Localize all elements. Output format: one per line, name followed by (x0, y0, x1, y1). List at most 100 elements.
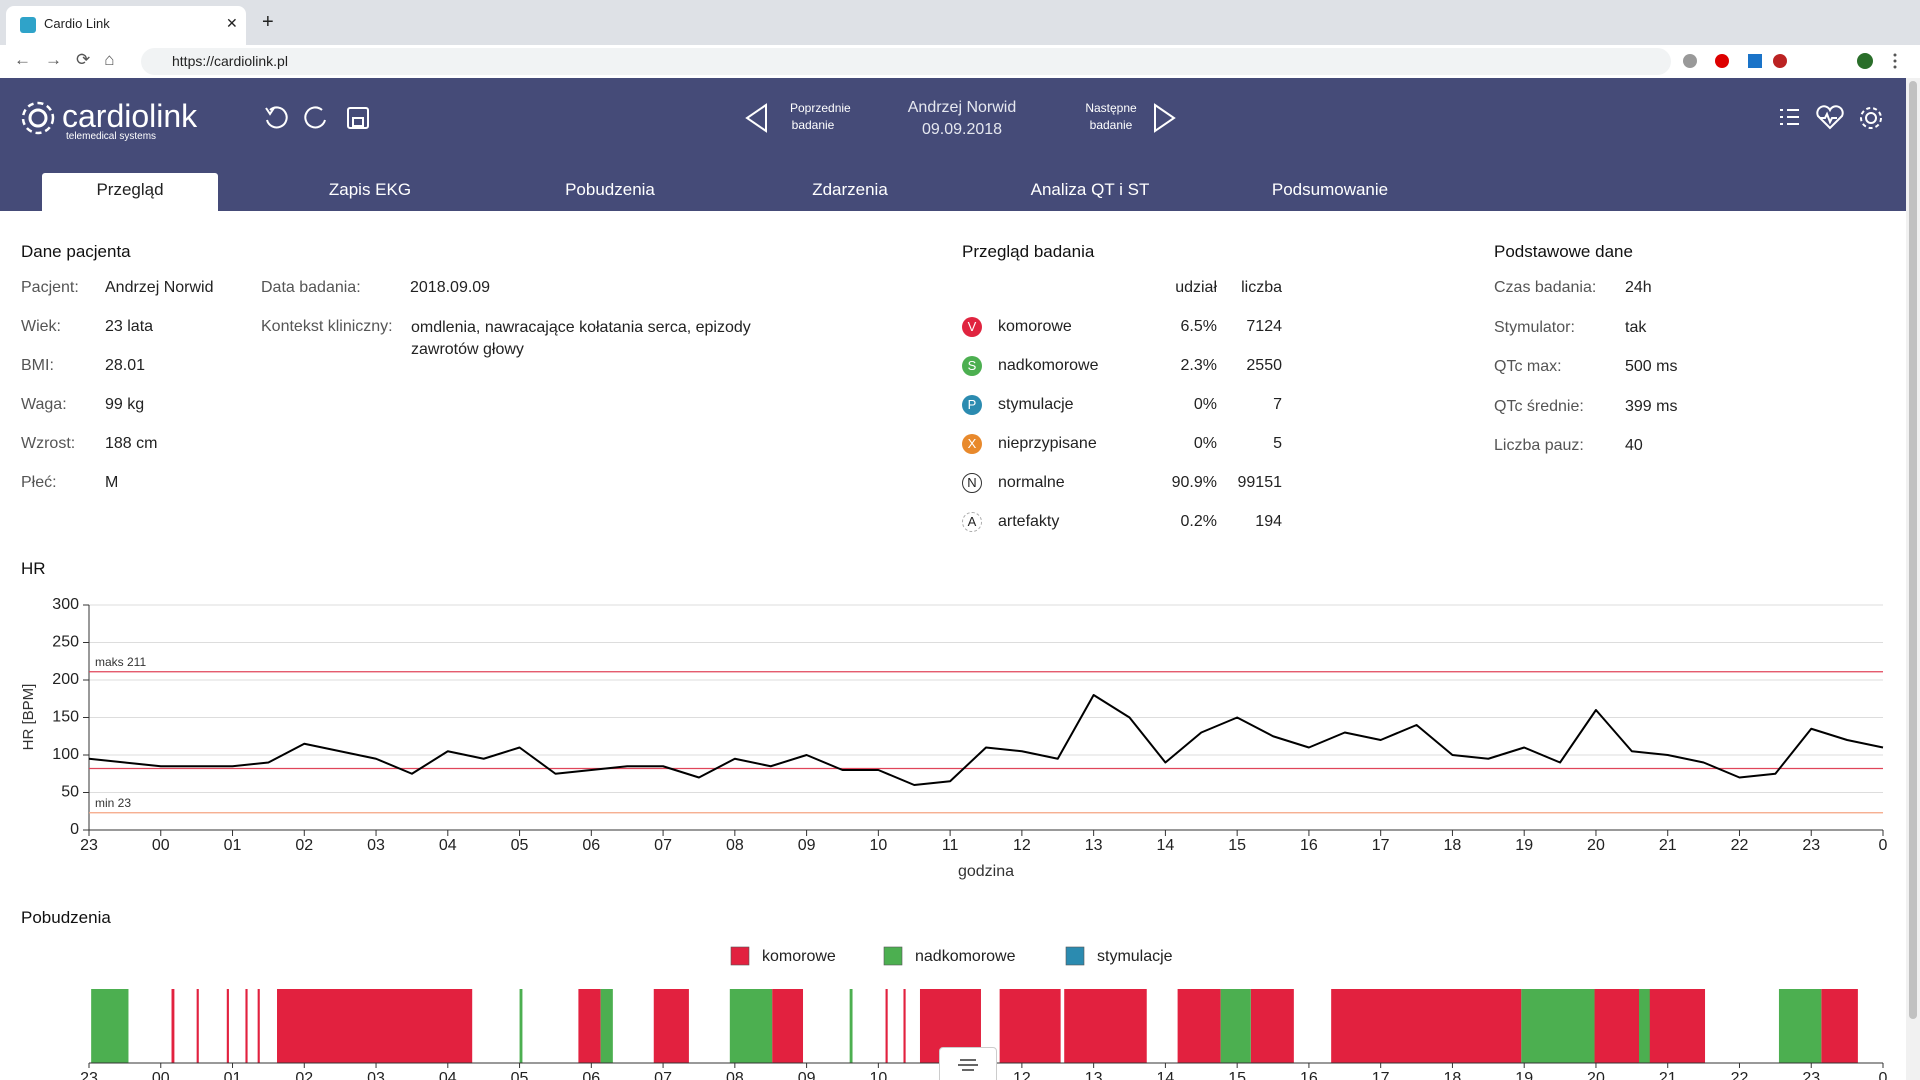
y-tick-label: 150 (52, 709, 79, 726)
event-interval (578, 989, 600, 1063)
x-tick-label: 00 (152, 1070, 170, 1080)
x-tick-label: 14 (1157, 837, 1175, 854)
x-tick-label: 00 (152, 837, 170, 854)
event-interval (227, 989, 229, 1063)
event-interval (601, 989, 613, 1063)
event-interval (172, 989, 175, 1063)
legend-label[interactable]: stymulacje (1097, 948, 1173, 965)
x-tick-label: 10 (869, 837, 887, 854)
event-interval (1521, 989, 1594, 1063)
x-tick-label: 07 (654, 1070, 672, 1080)
x-tick-label: 21 (1659, 1070, 1677, 1080)
x-tick-label: 20 (1587, 1070, 1605, 1080)
x-tick-label: 23 (80, 837, 98, 854)
x-tick-label: 23 (1802, 1070, 1820, 1080)
y-tick-label: 200 (52, 671, 79, 688)
legend-swatch[interactable] (731, 947, 749, 965)
event-interval (772, 989, 803, 1063)
y-tick-label: 100 (52, 746, 79, 763)
event-interval (886, 989, 888, 1063)
x-tick-label: 05 (511, 1070, 529, 1080)
scroll-button-icon (940, 1048, 996, 1080)
event-interval (258, 989, 260, 1063)
x-tick-label: 12 (1013, 837, 1031, 854)
x-tick-label: 04 (439, 837, 457, 854)
x-tick-label: 09 (798, 1070, 816, 1080)
x-tick-label: 02 (295, 837, 313, 854)
scrollbar-thumb[interactable] (1909, 81, 1917, 1019)
event-interval (903, 989, 905, 1063)
event-interval (1000, 989, 1061, 1063)
y-tick-label: 50 (61, 784, 79, 801)
x-tick-label: 22 (1731, 1070, 1749, 1080)
x-tick-label: 19 (1515, 1070, 1533, 1080)
x-tick-label: 06 (582, 1070, 600, 1080)
x-tick-label: 0 (1879, 1070, 1888, 1080)
reference-label: maks 211 (95, 655, 146, 669)
hr-line (89, 695, 1883, 785)
event-interval (91, 989, 128, 1063)
x-tick-label: 01 (224, 837, 242, 854)
x-tick-label: 23 (80, 1070, 98, 1080)
y-axis-label: HR [BPM] (20, 684, 37, 751)
x-tick-label: 18 (1444, 1070, 1462, 1080)
legend-swatch[interactable] (884, 947, 902, 965)
x-tick-label: 20 (1587, 837, 1605, 854)
x-tick-label: 0 (1879, 837, 1888, 854)
x-tick-label: 17 (1372, 1070, 1390, 1080)
x-tick-label: 03 (367, 837, 385, 854)
x-tick-label: 14 (1157, 1070, 1175, 1080)
legend-label[interactable]: nadkomorowe (915, 948, 1016, 965)
x-tick-label: 04 (439, 1070, 457, 1080)
x-tick-label: 11 (942, 837, 959, 854)
event-interval (654, 989, 689, 1063)
event-interval (730, 989, 772, 1063)
x-tick-label: 18 (1444, 837, 1462, 854)
event-interval (1779, 989, 1821, 1063)
x-tick-label: 23 (1802, 837, 1820, 854)
x-tick-label: 06 (582, 837, 600, 854)
reference-label: min 23 (95, 796, 131, 810)
x-tick-label: 16 (1300, 837, 1318, 854)
x-tick-label: 01 (224, 1070, 242, 1080)
x-tick-label: 22 (1731, 837, 1749, 854)
x-tick-label: 16 (1300, 1070, 1318, 1080)
event-interval (1251, 989, 1294, 1063)
event-interval (520, 989, 523, 1063)
x-tick-label: 15 (1228, 1070, 1246, 1080)
event-interval (1821, 989, 1858, 1063)
x-tick-label: 10 (869, 1070, 887, 1080)
x-tick-label: 03 (367, 1070, 385, 1080)
x-tick-label: 09 (798, 837, 816, 854)
x-tick-label: 13 (1085, 837, 1103, 854)
event-interval (1639, 989, 1650, 1063)
event-interval (277, 989, 472, 1063)
x-tick-label: 21 (1659, 837, 1677, 854)
y-tick-label: 0 (70, 821, 79, 838)
x-tick-label: 08 (726, 1070, 744, 1080)
x-tick-label: 07 (654, 837, 672, 854)
x-tick-label: 13 (1085, 1070, 1103, 1080)
event-interval (1221, 989, 1251, 1063)
y-tick-label: 250 (52, 634, 79, 651)
x-tick-label: 05 (511, 837, 529, 854)
x-tick-label: 08 (726, 837, 744, 854)
x-tick-label: 02 (295, 1070, 313, 1080)
event-interval (1178, 989, 1221, 1063)
event-interval (245, 989, 247, 1063)
event-interval (1064, 989, 1147, 1063)
x-axis-label: godzina (958, 863, 1014, 880)
event-interval (850, 989, 853, 1063)
x-tick-label: 15 (1228, 837, 1246, 854)
event-interval (1331, 989, 1521, 1063)
x-tick-label: 19 (1515, 837, 1533, 854)
y-tick-label: 300 (52, 596, 79, 613)
scroll-button[interactable] (939, 1047, 997, 1080)
x-tick-label: 17 (1372, 837, 1390, 854)
legend-swatch[interactable] (1066, 947, 1084, 965)
x-tick-label: 12 (1013, 1070, 1031, 1080)
legend-label[interactable]: komorowe (762, 948, 836, 965)
event-interval (197, 989, 199, 1063)
